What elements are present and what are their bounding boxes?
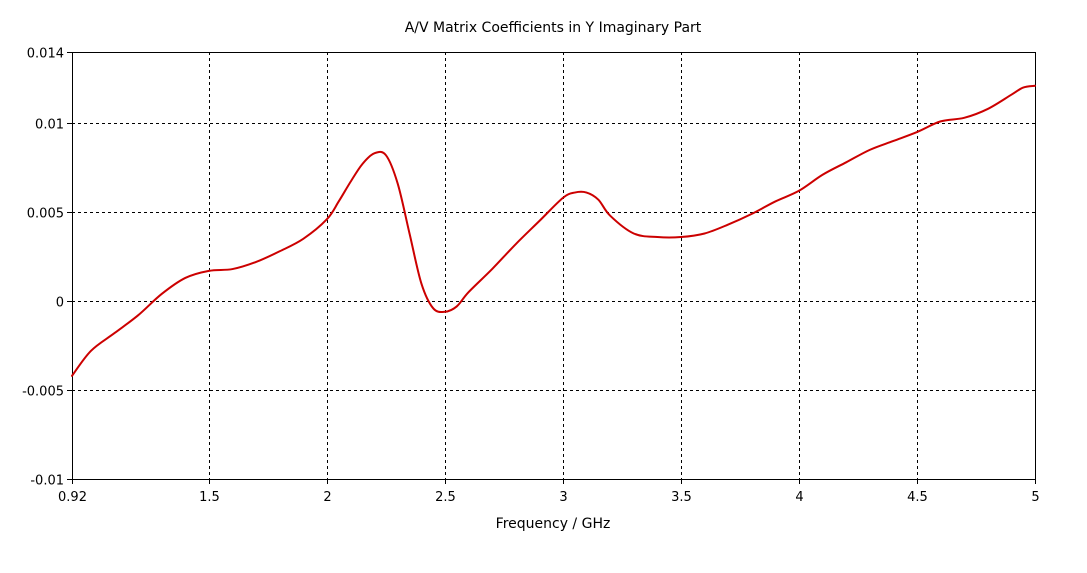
x-axis-ticks: 0.92 1.5 2 2.5 3 3.5 4 4.5 5 [58,479,1040,505]
chart-title: A/V Matrix Coefficients in Y Imaginary P… [405,20,702,36]
x-tick-label: 5 [1031,490,1039,505]
x-tick-label: 1.5 [199,490,220,505]
y-tick-label: -0.01 [30,474,64,489]
x-tick-label: 2 [323,490,331,505]
plot-frame [72,52,1036,480]
grid [72,52,1035,479]
y-tick-label: 0.014 [27,47,64,62]
x-tick-label: 4 [795,490,803,505]
x-tick-label: 4.5 [907,490,928,505]
series-layer [71,84,1036,377]
y-tick-label: 0.01 [35,118,64,133]
x-tick-label: 3 [559,490,567,505]
x-axis-label: Frequency / GHz [496,516,611,532]
y-tick-label: 0.005 [27,207,64,222]
series-line [71,84,1036,377]
y-tick-label: -0.005 [22,385,64,400]
y-tick-label: 0 [56,296,64,311]
x-tick-label: 0.92 [58,490,87,505]
y-axis-ticks: -0.01 -0.005 0 0.005 0.01 0.014 [22,47,72,489]
x-tick-label: 2.5 [435,490,456,505]
x-tick-label: 3.5 [671,490,692,505]
